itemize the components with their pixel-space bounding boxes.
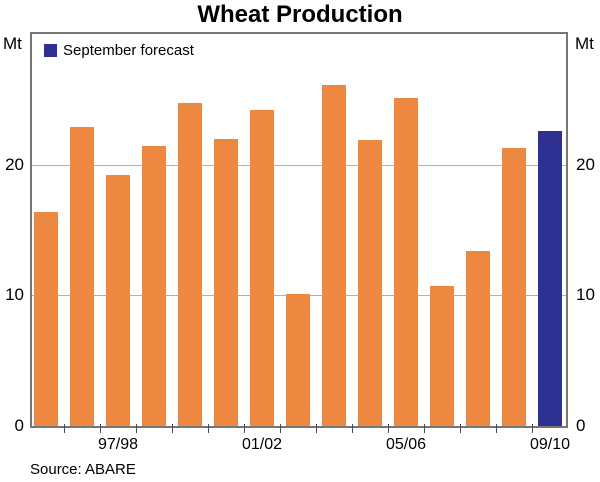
x-axis-label: 97/98 — [97, 436, 139, 453]
bar — [70, 126, 94, 426]
y-axis-unit-right: Mt — [575, 34, 594, 53]
plot-area — [30, 32, 568, 433]
gridline — [32, 164, 566, 166]
bar — [394, 98, 418, 426]
y-axis-label-left: 20 — [5, 154, 24, 174]
bar — [178, 103, 202, 426]
y-axis-label-right: 10 — [576, 285, 595, 305]
y-axis-label-right: 20 — [576, 154, 595, 174]
x-axis-tick — [460, 424, 461, 433]
x-axis-tick — [64, 424, 65, 433]
x-axis-tick — [424, 424, 425, 433]
y-axis-label-right: 0 — [576, 416, 586, 435]
x-axis-tick — [100, 424, 101, 433]
x-axis-label: 05/06 — [385, 436, 427, 453]
y-axis-label-left: 10 — [5, 285, 24, 305]
bar — [106, 175, 130, 426]
bar — [34, 211, 58, 426]
bar — [502, 147, 526, 426]
bar-forecast — [538, 130, 562, 426]
bar — [358, 139, 382, 426]
bar — [250, 109, 274, 426]
page-title: Wheat Production — [197, 1, 403, 28]
x-axis-label: 01/02 — [241, 436, 283, 453]
legend-label: September forecast — [63, 42, 194, 59]
x-axis-tick — [208, 424, 209, 433]
x-axis-label: 09/10 — [529, 436, 571, 453]
bar — [466, 250, 490, 426]
x-axis-tick — [496, 424, 497, 433]
x-axis-tick — [532, 424, 533, 433]
bar — [286, 294, 310, 426]
x-axis-tick — [280, 424, 281, 433]
y-axis-label-left: 0 — [14, 416, 24, 435]
source-note: Source: ABARE — [30, 461, 136, 478]
bar — [322, 84, 346, 426]
legend-swatch — [44, 44, 57, 57]
x-axis-tick — [352, 424, 353, 433]
x-axis-tick — [388, 424, 389, 433]
x-axis-tick — [172, 424, 173, 433]
bar — [214, 138, 238, 426]
y-axis-unit-left: Mt — [3, 34, 22, 53]
x-axis-tick — [316, 424, 317, 433]
x-axis-tick — [136, 424, 137, 433]
x-axis-tick — [244, 424, 245, 433]
bar — [430, 286, 454, 426]
bar — [142, 146, 166, 426]
legend: September forecast — [44, 43, 194, 58]
